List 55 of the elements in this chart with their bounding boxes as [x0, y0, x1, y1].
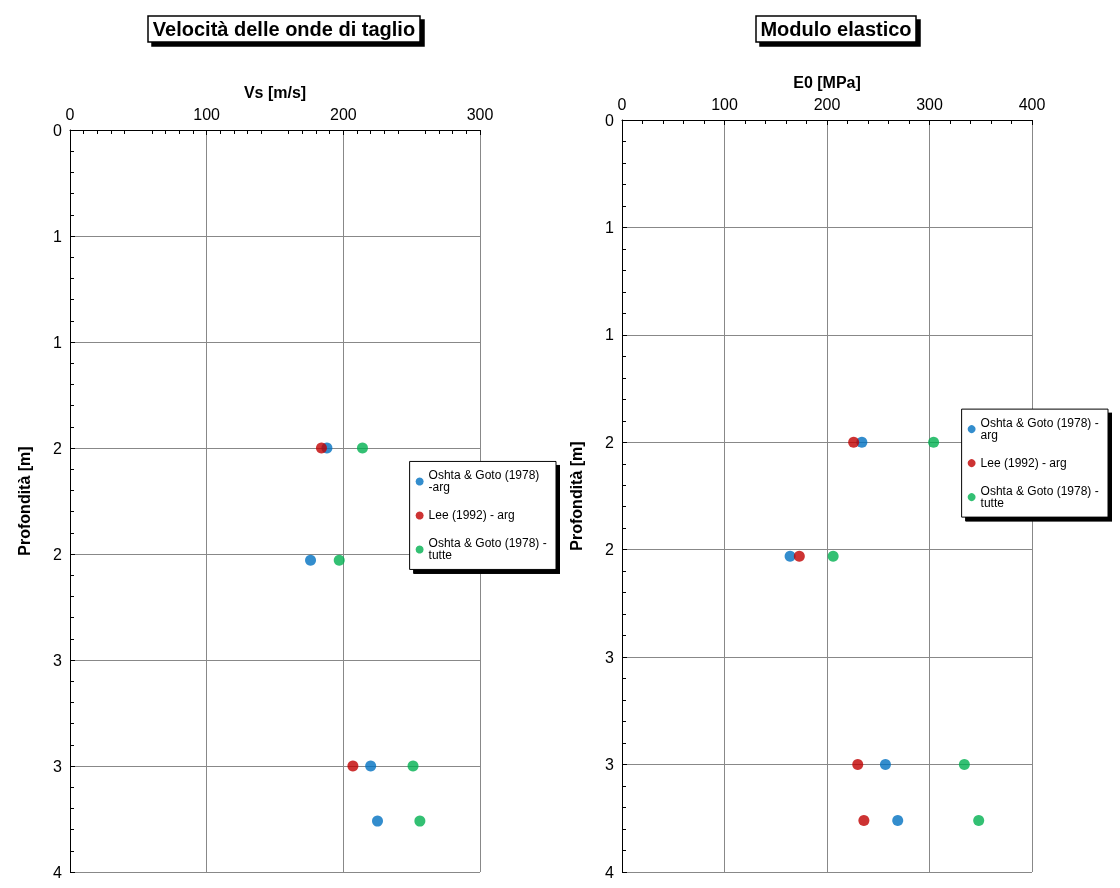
point: [858, 814, 870, 826]
chart-title: Velocità delle onde di taglio: [152, 18, 416, 40]
y-tick-label: 2: [605, 433, 615, 451]
y-axis-title: Profondità [m]: [15, 446, 33, 556]
x-tick-label: 200: [813, 95, 841, 113]
y-tick-label: 2: [53, 545, 63, 563]
point: [852, 759, 864, 771]
y-tick-label: 1: [53, 333, 63, 351]
legend-label: Oshta & Goto (1978) - tutte: [428, 536, 550, 563]
point: [372, 815, 383, 827]
x-tick-label: 100: [193, 105, 221, 123]
legend-label: Lee (1992) - arg: [980, 456, 1067, 471]
y-tick-label: 3: [53, 757, 63, 775]
y-tick-label: 1: [605, 326, 615, 344]
point: [793, 550, 805, 562]
y-tick-label: 1: [605, 218, 615, 236]
chart-title: Modulo elastico: [760, 18, 912, 40]
point: [407, 760, 419, 772]
x-tick-label: 200: [329, 105, 357, 123]
point: [347, 760, 359, 772]
y-tick-label: 4: [53, 863, 63, 881]
point: [892, 814, 904, 826]
y-tick-label: 4: [605, 863, 615, 881]
point: [958, 759, 970, 771]
x-tick-label: 300: [916, 95, 943, 113]
x-tick-label: 300: [466, 105, 494, 123]
x-tick-label: 400: [1018, 95, 1046, 113]
point: [848, 436, 860, 448]
point: [879, 759, 891, 771]
point: [928, 436, 940, 448]
point: [356, 442, 368, 454]
x-tick-label: 0: [65, 105, 75, 123]
x-tick-label: 100: [711, 95, 738, 113]
y-tick-label: 3: [605, 756, 615, 774]
legend-label: Oshta & Goto (1978) - arg: [980, 416, 1102, 443]
y-tick-label: 2: [53, 439, 63, 457]
legend-label: Oshta & Goto (1978) -arg: [428, 468, 543, 495]
point: [827, 550, 839, 562]
point: [333, 554, 345, 566]
y-tick-label: 2: [605, 541, 615, 559]
y-tick-label: 3: [53, 651, 63, 669]
x-axis-title: E0 [MPa]: [793, 73, 861, 91]
y-tick-label: 1: [53, 227, 63, 245]
point: [973, 814, 985, 826]
x-tick-label: 0: [617, 95, 627, 113]
point: [414, 815, 426, 827]
point: [315, 442, 327, 454]
point: [365, 760, 377, 772]
y-tick-label: 3: [605, 648, 615, 666]
legend-label: Oshta & Goto (1978) - tutte: [980, 484, 1102, 511]
y-axis-title: Profondità [m]: [567, 441, 585, 551]
y-tick-label: 0: [53, 121, 63, 139]
point: [305, 554, 317, 566]
x-axis-title: Vs [m/s]: [243, 83, 307, 101]
legend-label: Lee (1992) - arg: [428, 508, 515, 523]
